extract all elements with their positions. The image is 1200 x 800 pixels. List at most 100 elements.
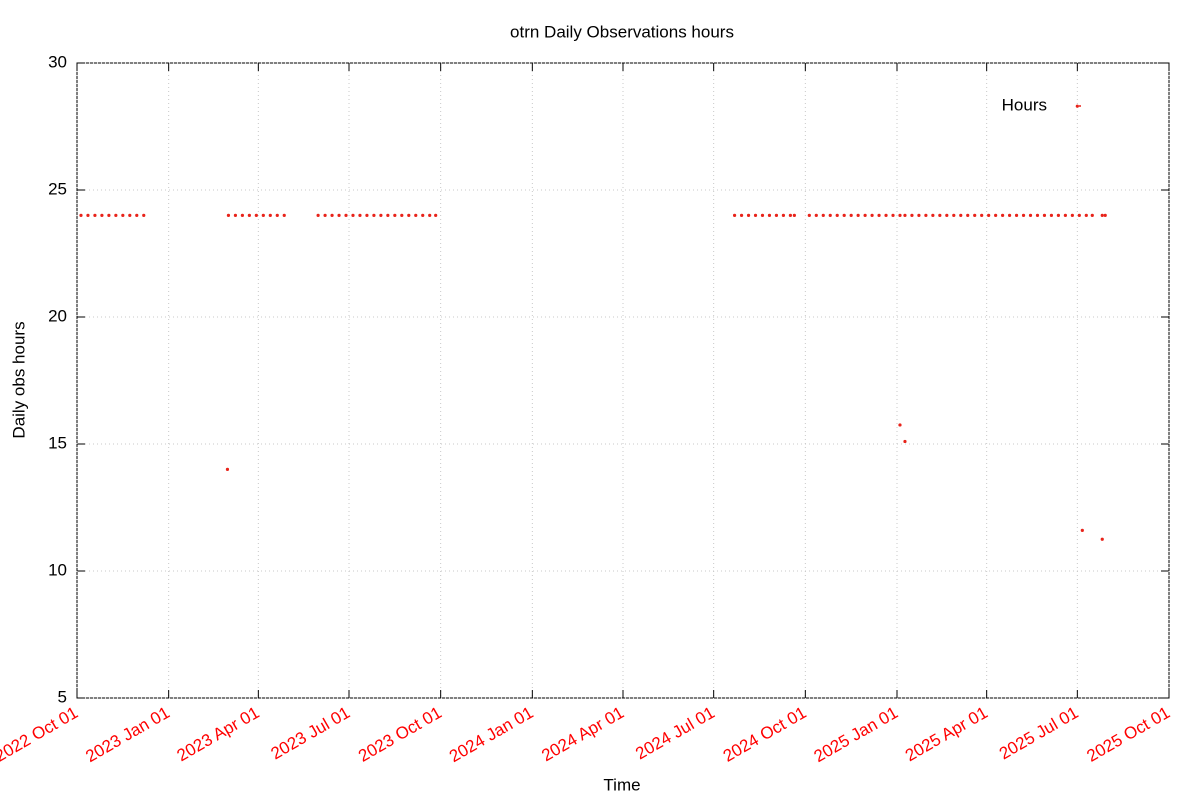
data-point xyxy=(903,213,907,217)
data-point xyxy=(1100,213,1104,217)
y-tick-label: 30 xyxy=(48,52,67,71)
x-tick-label: 2025 Jul 01 xyxy=(996,703,1082,763)
data-point xyxy=(910,213,914,217)
data-point xyxy=(434,213,438,217)
data-point xyxy=(877,213,881,217)
x-tick-label: 2024 Oct 01 xyxy=(720,703,810,766)
data-point xyxy=(1056,213,1061,217)
data-point xyxy=(268,213,272,217)
data-point xyxy=(746,213,751,217)
data-point xyxy=(1080,528,1084,532)
data-point xyxy=(330,213,334,217)
x-tick-label: 2025 Apr 01 xyxy=(902,703,991,765)
legend-label: Hours xyxy=(1002,95,1047,114)
chart-title: otrn Daily Observations hours xyxy=(510,22,734,41)
data-point xyxy=(980,213,984,217)
data-point xyxy=(732,213,737,217)
data-point xyxy=(428,213,432,217)
data-point xyxy=(344,213,348,217)
data-point xyxy=(240,213,244,217)
x-tick-label: 2024 Jan 01 xyxy=(446,703,537,766)
data-point xyxy=(959,213,963,217)
data-point xyxy=(760,213,765,217)
data-point xyxy=(107,213,111,217)
data-point xyxy=(275,213,279,217)
data-point xyxy=(898,213,902,217)
y-axis-label: Daily obs hours xyxy=(9,321,28,438)
data-point xyxy=(835,213,839,217)
data-point xyxy=(774,213,779,217)
data-point xyxy=(821,213,825,217)
data-point xyxy=(121,213,125,217)
data-point xyxy=(1070,213,1074,217)
data-point xyxy=(1049,213,1054,217)
y-tick-label: 20 xyxy=(48,306,67,325)
data-point xyxy=(792,213,796,217)
x-tick-label: 2025 Jan 01 xyxy=(811,703,902,766)
data-point xyxy=(1014,213,1019,217)
x-tick-label: 2025 Oct 01 xyxy=(1084,703,1174,766)
y-tick-label: 15 xyxy=(48,433,67,452)
data-point xyxy=(1084,213,1088,217)
data-point xyxy=(767,213,772,217)
legend-swatch xyxy=(1079,105,1081,107)
data-point xyxy=(351,213,355,217)
data-point xyxy=(870,213,874,217)
x-axis-label: Time xyxy=(603,775,640,794)
data-point xyxy=(828,213,832,217)
data-point xyxy=(79,213,83,217)
data-point xyxy=(316,213,320,217)
data-point xyxy=(849,213,853,217)
data-point xyxy=(135,213,139,217)
data-point xyxy=(938,213,942,217)
y-tick-label: 5 xyxy=(58,687,67,706)
data-point xyxy=(807,213,811,217)
data-point xyxy=(884,213,888,217)
data-point xyxy=(781,213,786,217)
data-point xyxy=(898,423,902,427)
data-point xyxy=(917,213,921,217)
data-point xyxy=(225,467,230,471)
data-point xyxy=(337,213,341,217)
data-point xyxy=(739,213,744,217)
data-point xyxy=(261,213,265,217)
x-tick-label: 2023 Oct 01 xyxy=(355,703,445,766)
data-point xyxy=(1021,213,1026,217)
data-point xyxy=(1090,213,1094,217)
data-point xyxy=(1001,213,1005,217)
data-point xyxy=(945,213,949,217)
data-point xyxy=(379,213,383,217)
data-point xyxy=(233,213,238,217)
data-point xyxy=(863,213,867,217)
data-point xyxy=(1028,213,1033,217)
data-point xyxy=(973,213,977,217)
data-point xyxy=(114,213,118,217)
data-point xyxy=(1075,104,1079,108)
data-point xyxy=(400,213,404,217)
data-point xyxy=(931,213,935,217)
data-point xyxy=(966,213,970,217)
data-point xyxy=(365,213,369,217)
data-point xyxy=(393,213,397,217)
data-point xyxy=(1035,213,1040,217)
data-point xyxy=(100,213,104,217)
y-tick-label: 10 xyxy=(48,560,67,579)
data-point xyxy=(891,213,895,217)
data-point xyxy=(86,213,90,217)
data-point xyxy=(952,213,956,217)
data-point xyxy=(1100,537,1104,541)
data-point xyxy=(372,213,376,217)
x-tick-label: 2024 Jul 01 xyxy=(632,703,718,763)
plot-frame xyxy=(76,62,1170,699)
data-point xyxy=(282,213,286,217)
x-tick-label: 2023 Apr 01 xyxy=(174,703,263,765)
data-point xyxy=(247,213,251,217)
data-point xyxy=(1042,213,1047,217)
x-tick-label: 2022 Oct 01 xyxy=(0,703,81,766)
data-point xyxy=(1077,213,1081,217)
data-point xyxy=(358,213,362,217)
x-tick-label: 2023 Jan 01 xyxy=(82,703,173,766)
data-point xyxy=(1007,213,1012,217)
data-point xyxy=(987,213,991,217)
